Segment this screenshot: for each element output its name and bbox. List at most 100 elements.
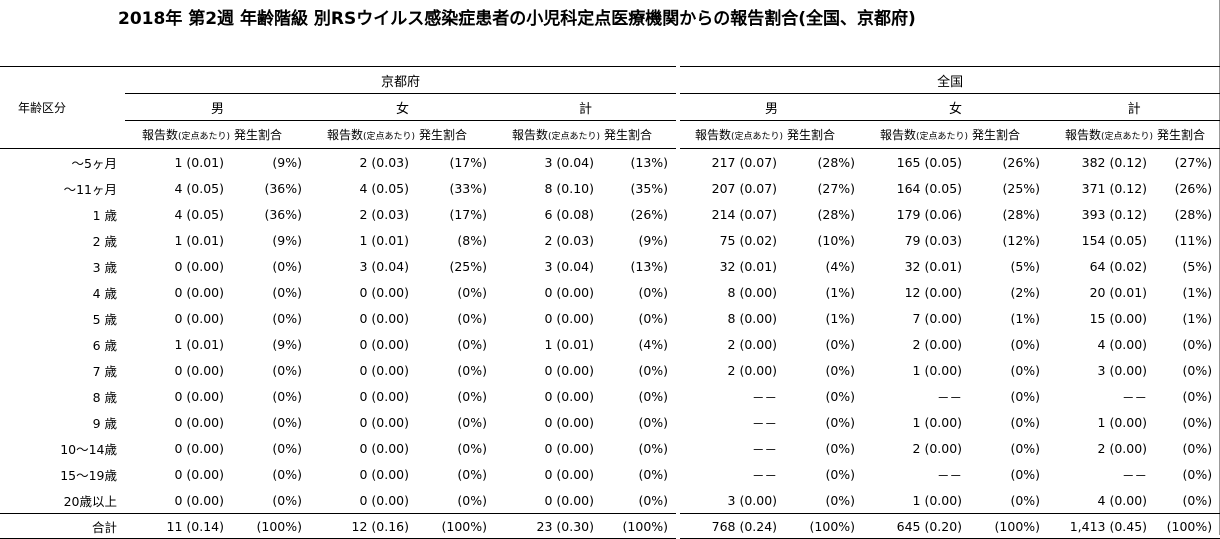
count-cell: 0 (0.00)	[544, 466, 594, 482]
count-cell: 4 (0.00)	[1097, 492, 1148, 508]
count-cell: 3 (0.00)	[1097, 362, 1148, 378]
per-site-label: (定点あたり)	[177, 132, 230, 142]
count-label: 報告数	[511, 128, 548, 142]
rate-cell: (0%)	[1182, 492, 1213, 508]
rate-header-kyoto-total: 発生割合	[600, 120, 679, 149]
count-cell: 0 (0.00)	[359, 310, 409, 326]
rate-cell: (0%)	[1182, 388, 1213, 404]
count-label: 報告数	[695, 128, 732, 142]
count-cell: 12 (0.00)	[904, 284, 963, 300]
rate-cell: (28%)	[783, 148, 864, 175]
rate-cell: (0%)	[638, 362, 669, 378]
age-label: 2 歳	[92, 233, 117, 249]
rate-cell: (27%)	[1153, 148, 1220, 175]
count-cell: 2 (0.03)	[310, 148, 415, 175]
per-site-label: (定点あたり)	[731, 132, 784, 142]
rate-cell: (0%)	[825, 492, 856, 508]
rate-header-national-total: 発生割合	[1153, 120, 1220, 149]
rate-cell: (0%)	[638, 310, 669, 326]
count-cell: 0 (0.00)	[544, 310, 594, 326]
rate-cell: (0%)	[1182, 440, 1213, 456]
age-label: ～5ヶ月	[0, 148, 125, 175]
rate-cell: (0%)	[825, 362, 856, 378]
count-label: 報告数	[141, 128, 178, 142]
count-cell: 64 (0.02)	[1089, 258, 1148, 274]
rate-cell: (36%)	[264, 206, 302, 222]
age-label: 10～14歳	[60, 441, 117, 457]
count-header-kyoto-female: 報告数(定点あたり)	[310, 120, 415, 149]
table-row: ～11ヶ月 4 (0.05) (36%) 4 (0.05) (33%) 8 (0.10) (…	[0, 175, 1220, 201]
count-cell: 2 (0.00)	[912, 336, 963, 352]
table-row: 3 歳 0 (0.00) (0%) 3 (0.04) (25%) 3 (0.04) (13%…	[0, 253, 1220, 279]
count-cell: 0 (0.00)	[544, 284, 594, 300]
age-label: 20歳以上	[63, 493, 117, 509]
rate-cell: (0%)	[272, 284, 302, 300]
rate-cell: (0%)	[1010, 466, 1041, 482]
count-cell: 0 (0.00)	[359, 284, 409, 300]
count-cell: 0 (0.00)	[174, 284, 224, 300]
rate-header-national-male: 発生割合	[783, 120, 864, 149]
rate-cell: (0%)	[457, 492, 487, 508]
rate-cell: (0%)	[272, 388, 302, 404]
rate-cell: (0%)	[825, 336, 856, 352]
count-cell: 2 (0.00)	[912, 440, 963, 456]
count-cell: 1 (0.01)	[544, 336, 594, 352]
table-row: 15～19歳 0 (0.00) (0%) 0 (0.00) (0%) 0 (0.00) (0…	[0, 461, 1220, 487]
table-row: 9 歳 0 (0.00) (0%) 0 (0.00) (0%) 0 (0.00) (0%) －…	[0, 409, 1220, 435]
count-cell: 1 (0.01)	[174, 336, 224, 352]
rate-cell: (0%)	[457, 414, 487, 430]
count-cell: 8 (0.00)	[676, 305, 784, 331]
rate-cell: (4%)	[638, 336, 669, 352]
per-site-label: (定点あたり)	[547, 132, 600, 142]
rate-cell: (0%)	[457, 310, 487, 326]
count-cell: 164 (0.05)	[896, 180, 963, 196]
count-cell: 214 (0.07)	[676, 201, 784, 227]
rate-cell: (0%)	[1010, 414, 1041, 430]
rate-cell: (0%)	[638, 414, 669, 430]
rate-cell: (0%)	[1182, 414, 1213, 430]
count-cell: 2 (0.00)	[1097, 440, 1148, 456]
rate-cell: (1%)	[1010, 310, 1041, 326]
rate-cell: (12%)	[1002, 232, 1041, 248]
count-cell: 2 (0.00)	[676, 357, 784, 383]
count-cell: 0 (0.00)	[359, 492, 409, 508]
rate-cell: (0%)	[638, 492, 669, 508]
count-cell: －－	[937, 389, 963, 405]
count-cell: 0 (0.00)	[174, 440, 224, 456]
rate-cell: (0%)	[457, 466, 487, 482]
rate-cell: (0%)	[1010, 492, 1041, 508]
count-cell: 1 (0.01)	[359, 232, 409, 248]
rate-cell: (0%)	[1010, 336, 1041, 352]
count-cell: 0 (0.00)	[359, 336, 409, 352]
rate-cell: (2%)	[1010, 284, 1041, 300]
count-cell: 0 (0.00)	[544, 414, 594, 430]
count-cell: 1 (0.00)	[912, 414, 963, 430]
rate-cell: (0%)	[457, 362, 487, 378]
rate-cell: (8%)	[457, 232, 487, 248]
count-label: 報告数	[1065, 128, 1102, 142]
count-header-kyoto-total: 報告数(定点あたり)	[495, 120, 600, 149]
rate-cell: (26%)	[968, 148, 1049, 175]
rate-cell: (5%)	[1010, 258, 1041, 274]
rate-header-kyoto-male: 発生割合	[230, 120, 310, 149]
count-cell: 1 (0.00)	[912, 362, 963, 378]
rate-cell: (0%)	[638, 388, 669, 404]
rate-cell: (9%)	[272, 336, 302, 352]
count-cell: －－	[676, 383, 784, 409]
table-row: 7 歳 0 (0.00) (0%) 0 (0.00) (0%) 0 (0.00) (0%) 2…	[0, 357, 1220, 383]
rate-cell: (0%)	[272, 414, 302, 430]
age-label: 15～19歳	[60, 467, 117, 483]
sex-header-kyoto-female: 女	[310, 93, 495, 121]
rate-cell: (28%)	[1174, 206, 1213, 222]
count-cell: 0 (0.00)	[544, 492, 594, 508]
count-cell: 0 (0.00)	[359, 388, 409, 404]
count-cell: 4 (0.00)	[1097, 336, 1148, 352]
rate-cell: (25%)	[449, 258, 487, 274]
count-cell: －－	[937, 467, 963, 483]
rate-cell: (35%)	[630, 180, 669, 196]
count-cell: 4 (0.05)	[174, 206, 224, 222]
age-label: 8 歳	[92, 389, 117, 405]
count-cell: 0 (0.00)	[174, 258, 224, 274]
rate-cell: (4%)	[825, 258, 856, 274]
count-cell: 79 (0.03)	[904, 232, 963, 248]
